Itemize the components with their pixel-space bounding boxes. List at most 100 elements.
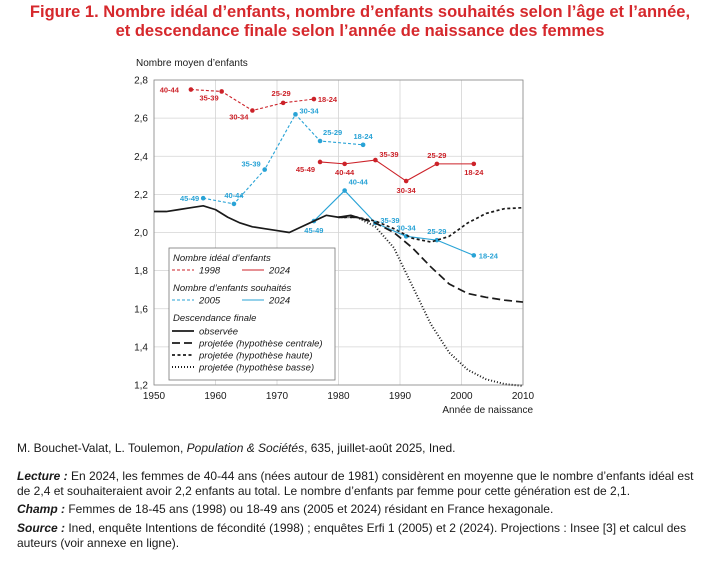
point-label: 45-49 (304, 226, 323, 235)
data-point (280, 100, 286, 106)
point-label: 35-39 (379, 150, 398, 159)
data-point (219, 89, 224, 94)
legend-ideal-1998: 1998 (199, 266, 221, 277)
y-tick-label: 2,4 (134, 152, 148, 163)
source-ref-issue: , 635, juillet-août 2025, Ined. (304, 441, 456, 455)
point-label: 18-24 (479, 251, 499, 260)
data-point (200, 195, 206, 201)
point-label: 30-34 (397, 186, 417, 195)
legend-observee: observée (199, 327, 238, 338)
point-label: 18-24 (354, 132, 374, 141)
series-0 (188, 87, 317, 113)
y-tick-label: 1,6 (134, 304, 148, 315)
point-label: 35-39 (242, 160, 261, 169)
data-point (317, 159, 323, 165)
data-point (471, 253, 477, 258)
champ-note: Champ : Femmes de 18-45 ans (1998) ou 18… (17, 502, 707, 517)
champ-label: Champ : (17, 502, 65, 516)
point-label: 40-44 (335, 168, 355, 177)
y-tick-label: 2,8 (134, 76, 148, 87)
data-point (342, 188, 347, 193)
y-tick-label: 1,4 (134, 342, 148, 353)
series-1 (317, 157, 477, 184)
series-4 (154, 204, 364, 234)
data-point (471, 161, 477, 167)
point-label: 35-39 (380, 216, 399, 225)
y-tick-label: 2,2 (134, 190, 148, 201)
legend-group-ideal: Nombre idéal d’enfants (173, 253, 271, 264)
source-text: Ined, enquête Intentions de fécondité (1… (17, 521, 687, 550)
data-point (360, 142, 366, 148)
lecture-label: Lecture : (17, 469, 68, 483)
data-point (342, 161, 347, 167)
x-tick-label: 1960 (204, 391, 227, 402)
figure-title: Figure 1. Nombre idéal d’enfants, nombre… (0, 3, 720, 41)
legend-souhaites-2005: 2005 (198, 296, 221, 307)
x-tick-label: 1950 (143, 391, 166, 402)
x-tick-label: 1970 (266, 391, 289, 402)
series-2 (200, 112, 366, 207)
lecture-text: En 2024, les femmes de 40-44 ans (nées a… (17, 469, 694, 498)
y-tick-label: 2,6 (134, 114, 148, 125)
legend-group-descendance: Descendance finale (173, 313, 256, 324)
champ-text: Femmes de 18-45 ans (1998) ou 18-49 ans … (65, 502, 554, 516)
series-line (338, 216, 524, 303)
data-point (231, 201, 237, 207)
y-tick-label: 1,8 (134, 266, 148, 277)
plot-frame (153, 79, 524, 386)
source-reference: M. Bouchet-Valat, L. Toulemon, Populatio… (17, 441, 707, 456)
series-line (320, 159, 474, 182)
series-line (338, 216, 524, 387)
point-label: 30-34 (397, 223, 417, 232)
point-label: 25-29 (427, 227, 446, 236)
x-tick-label: 2010 (512, 391, 535, 402)
data-point (317, 138, 323, 144)
data-point (373, 157, 378, 163)
series-line (154, 204, 364, 234)
point-label: 40-44 (160, 86, 180, 95)
y-axis-title: Nombre moyen d’enfants (136, 58, 248, 69)
point-label: 35-39 (199, 93, 218, 102)
point-label: 18-24 (318, 95, 338, 104)
x-tick-label: 1980 (327, 391, 350, 402)
point-label: 30-34 (229, 113, 249, 122)
point-label: 25-29 (272, 89, 291, 98)
source-ref-authors: M. Bouchet-Valat, L. Toulemon, (17, 441, 187, 455)
series-line (338, 206, 524, 243)
data-point (434, 161, 440, 167)
source-ref-journal: Population & Sociétés (186, 441, 305, 455)
figure-title-line-2: et descendance finale selon l’année de n… (115, 22, 605, 40)
data-point (311, 96, 317, 102)
point-label: 18-24 (464, 168, 484, 177)
point-label: 30-34 (299, 106, 319, 115)
data-point (403, 178, 409, 184)
series-7 (338, 216, 524, 387)
legend: Nombre idéal d’enfants 1998 2024 Nombre d’e… (168, 247, 336, 381)
data-point (250, 108, 255, 113)
source-note: Source : Ined, enquête Intentions de féc… (17, 521, 707, 551)
series-line (203, 113, 364, 205)
x-axis-title: Année de naissance (442, 405, 533, 416)
data-point (188, 87, 194, 92)
chart: 1,2 1,4 1,6 1,8 2,0 2,2 2,4 2,6 2,8 1950 1960 1970 1… (134, 58, 535, 416)
legend-haute: projetée (hypothèse haute) (198, 351, 313, 362)
figure-title-line-1: Figure 1. Nombre idéal d’enfants, nombre… (29, 3, 691, 21)
data-point (293, 112, 298, 117)
point-label: 40-44 (349, 178, 369, 187)
legend-ideal-2024: 2024 (268, 266, 290, 277)
y-tick-label: 1,2 (134, 381, 148, 392)
series-line (313, 190, 475, 256)
point-label: 45-49 (296, 165, 315, 174)
point-label: 25-29 (323, 128, 342, 137)
source-label: Source : (17, 521, 66, 535)
lecture-note: Lecture : En 2024, les femmes de 40-44 a… (17, 469, 707, 499)
x-tick-label: 2000 (450, 391, 473, 402)
series-5 (338, 216, 524, 303)
legend-group-souhaites: Nombre d’enfants souhaités (173, 283, 292, 294)
point-label: 25-29 (427, 151, 446, 160)
series-6 (338, 206, 524, 243)
point-label: 40-44 (224, 191, 244, 200)
legend-basse: projetée (hypothèse basse) (198, 363, 314, 374)
legend-centrale: projetée (hypothèse centrale) (198, 339, 323, 350)
point-label: 45-49 (180, 194, 199, 203)
